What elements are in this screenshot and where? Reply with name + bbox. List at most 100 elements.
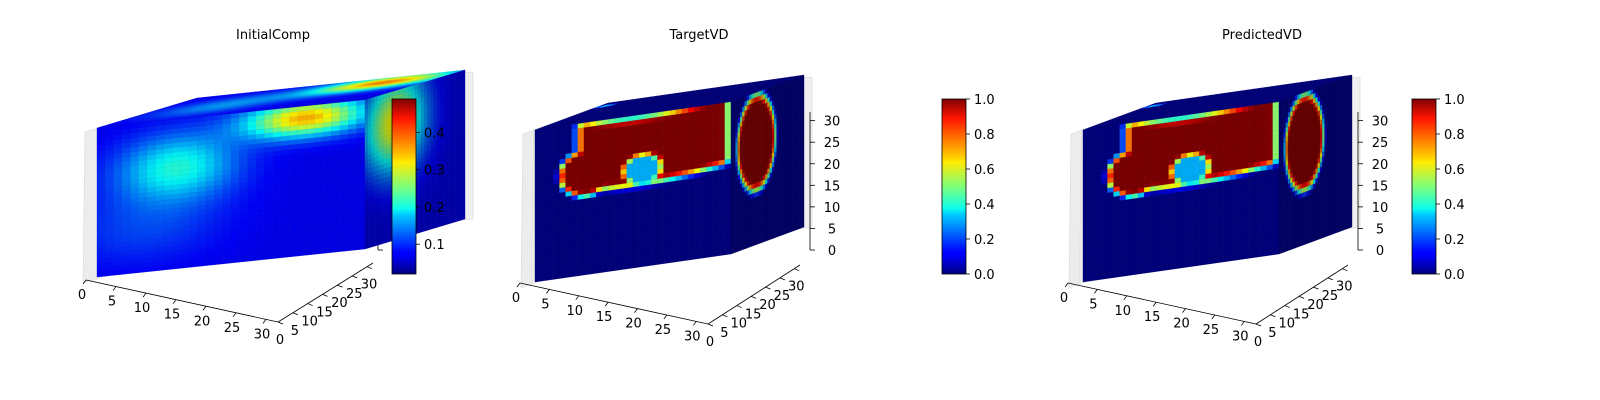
z-tick-label: 30 [1372,115,1389,130]
colorbar-tick-label: 0.4 [974,198,995,213]
colorbar-tick-label: 0.6 [974,163,995,178]
x-tick-label: 0 [512,291,520,306]
y-tick [366,266,373,270]
y-tick-label: 15 [745,307,762,322]
z-tick-label: 30 [824,115,841,130]
x-tick-label: 25 [655,323,672,338]
x-tick-label: 15 [164,308,181,323]
cube-front-face [534,101,732,283]
y-tick [765,286,771,290]
cube-side-face [730,74,805,255]
z-tick-label: 20 [824,158,841,173]
cube-top-face [96,69,466,129]
x-tick-label: 30 [684,329,701,344]
z-tick-label: 10 [824,201,841,216]
cube-front-face [1082,101,1280,283]
y-tick [1284,305,1290,308]
cube-front-face [96,99,366,278]
x-tick [1152,301,1157,307]
y-tick [352,275,358,279]
x-tick-label: 30 [1232,329,1249,344]
x-axis-line [85,279,279,323]
y-tick [277,321,284,325]
x-tick-label: 5 [541,297,549,312]
x-tick [142,292,147,298]
x-axis-line [519,282,709,325]
y-tick [707,323,714,327]
y-tick-label: 20 [759,298,776,313]
cube-side-face [1278,74,1353,255]
x-tick [1182,308,1186,313]
colorbar-tick-label: 0.4 [424,127,445,142]
x-tick-label: 25 [1203,323,1220,338]
z-tick-label: 10 [1372,201,1389,216]
x-tick-label: 20 [1173,317,1190,332]
x-tick [663,314,668,320]
x-tick-label: 5 [1089,297,1097,312]
z-tick-label: 25 [824,136,841,151]
y-tick-label: 15 [316,305,333,320]
y-tick-label: 30 [361,278,378,293]
y-tick-label: 25 [774,289,791,304]
x-tick-label: 10 [1114,304,1131,319]
x-tick [112,286,117,291]
x-axis-line [1067,282,1257,325]
colorbar-gradient [391,98,417,275]
cube-top-face [1082,74,1353,131]
y-tick-label: 5 [1268,326,1276,341]
z-tick-label: 15 [1372,179,1389,194]
x-tick [1094,289,1098,294]
y-tick-label: 10 [1278,317,1295,332]
y-tick-label: 30 [788,280,805,295]
y-tick [1327,277,1334,281]
y-tick [1255,323,1262,327]
y-tick [1298,295,1305,299]
y-tick-label: 5 [291,324,299,339]
x-tick [202,306,207,311]
x-tick-label: 0 [78,288,86,303]
y-tick [1342,268,1348,272]
z-tick-label: 20 [1372,158,1389,173]
colorbar-gradient [941,98,967,275]
y-tick-label: 25 [346,287,363,302]
x-tick-label: 10 [134,301,151,316]
colorbar-tick-label: 1.0 [1444,93,1465,108]
z-tick-label: 25 [1372,136,1389,151]
x-tick [262,319,267,324]
x-tick [604,301,609,307]
colorbar-targetvd: 0.0 0.2 0.4 0.6 0.8 1.0 [941,93,995,283]
colorbar-tick-label: 0.3 [424,164,445,179]
x-tick-label: 25 [224,321,241,336]
y-tick [337,284,343,288]
x-tick-label: 10 [566,304,583,319]
y-tick-label: 10 [301,315,318,330]
y-tick-label: 15 [1293,307,1310,322]
y-tick-label: 20 [331,296,348,311]
x-tick [172,299,177,304]
y-tick [322,293,328,297]
cube-top-face [534,74,805,131]
x-tick [1240,321,1245,326]
panel-title-initialcomp: InitialComp [236,28,310,43]
panel-title-targetvd: TargetVD [668,28,728,43]
y-tick [307,303,313,306]
x-tick [575,295,580,301]
z-tick-label: 0 [828,244,836,259]
panel-title-predictedvd: PredictedVD [1222,28,1302,43]
y-tick-label: 5 [720,326,728,341]
x-tick [1123,295,1128,301]
x-tick-label: 15 [596,310,613,325]
y-tick-label: 0 [276,333,284,348]
x-tick [1211,314,1216,320]
y-tick [722,314,728,318]
y-tick-label: 0 [706,335,714,350]
colorbar-tick-label: 0.4 [1444,198,1465,213]
colorbar-tick-label: 0.1 [424,238,445,253]
colorbar-tick-label: 0.0 [1444,268,1465,283]
y-tick [779,277,786,281]
y-tick [750,295,757,299]
y-axis-line [277,262,374,323]
